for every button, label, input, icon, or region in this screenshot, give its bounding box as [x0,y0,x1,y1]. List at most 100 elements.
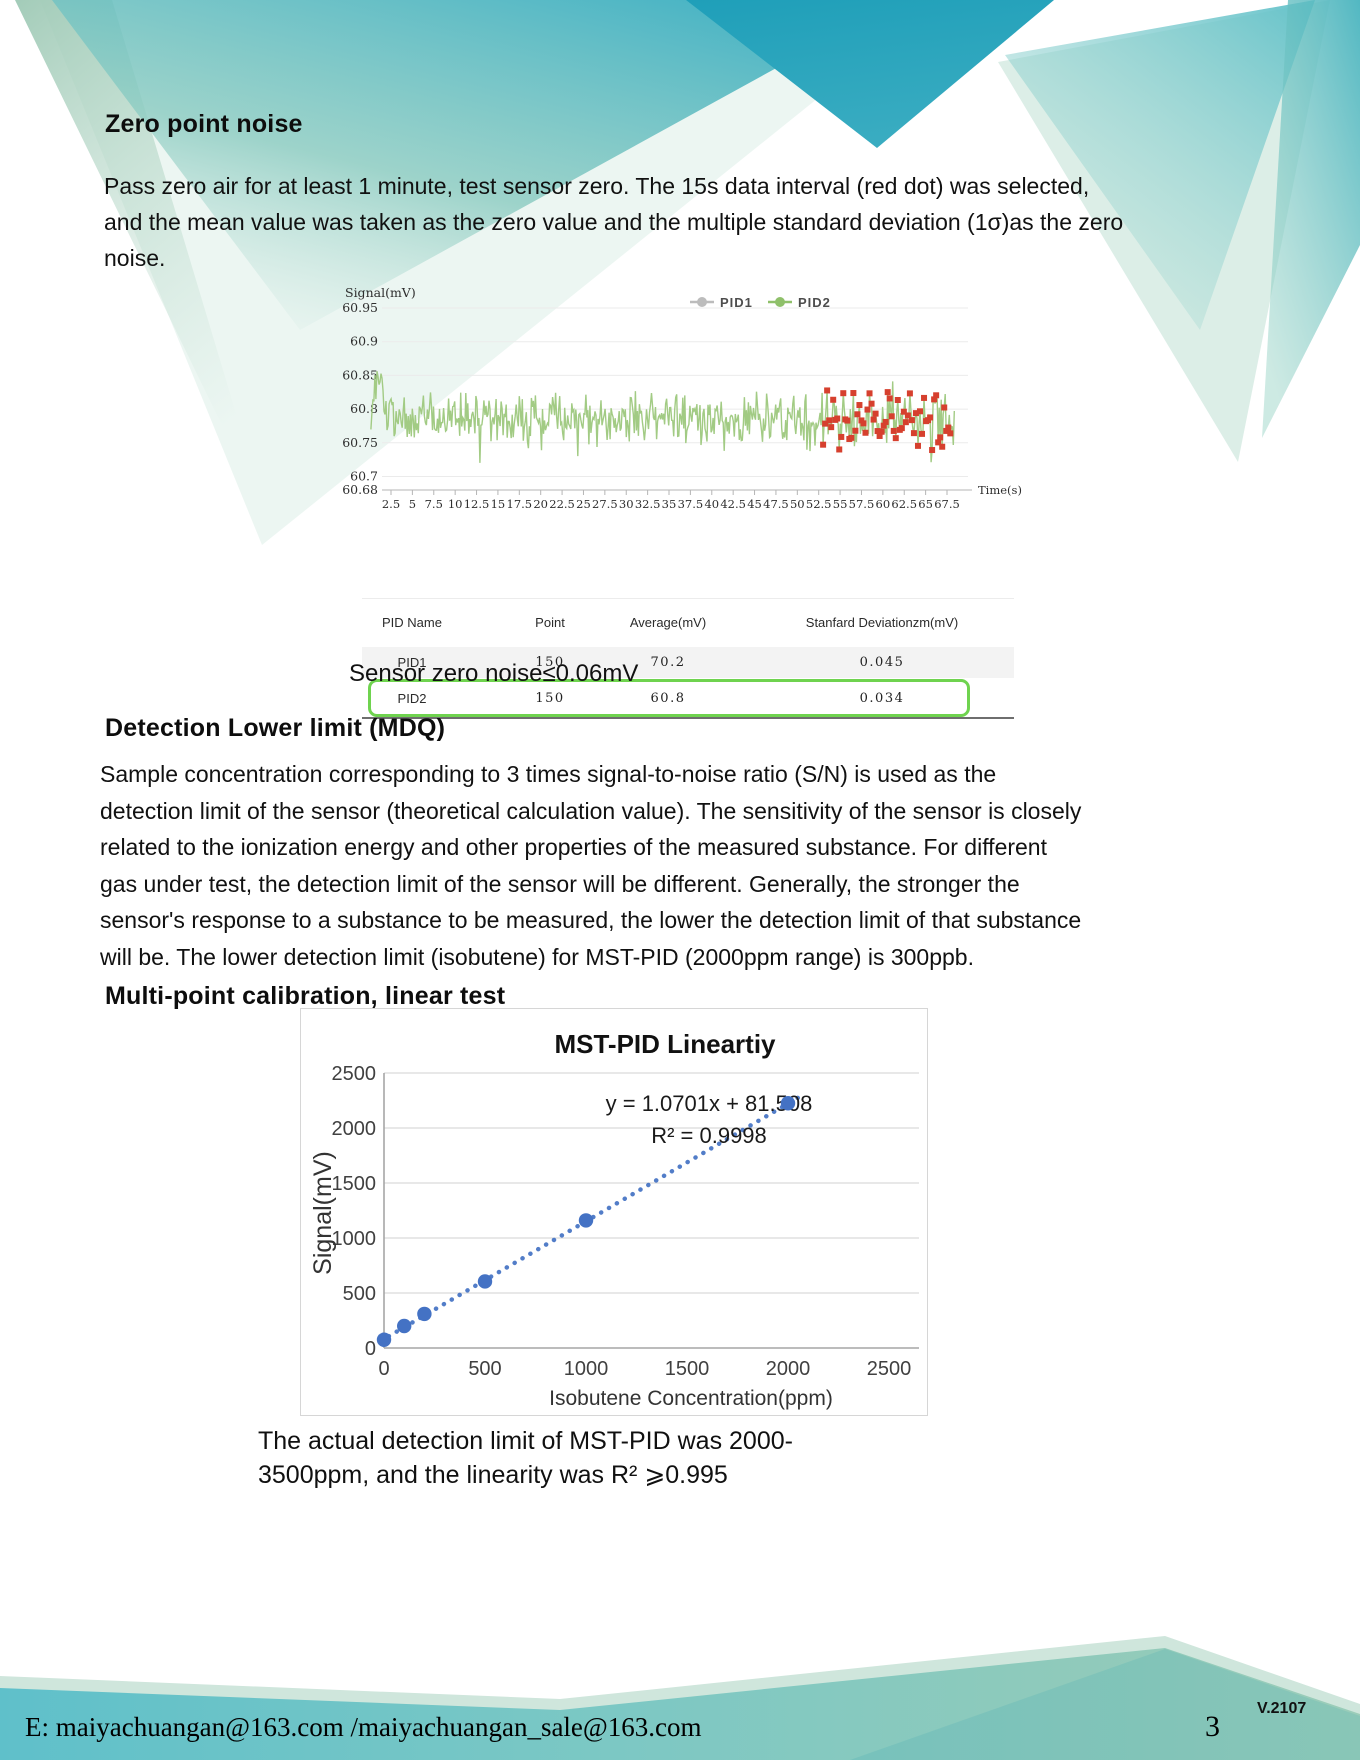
red-interval-marker [850,390,857,397]
section-heading-zero-point-noise: Zero point noise [105,110,303,138]
noise-ytick: 60.9 [350,334,378,349]
lin-ytick: 0 [365,1338,376,1360]
noise-xtick: 25 [576,497,591,511]
red-interval-marker [860,420,867,427]
noise-xtick: 7.5 [425,497,443,511]
table-cell: 70.2 [650,655,686,670]
table-header-row: PID Name Point Average(mV) Stanfard Deviati… [362,599,1014,639]
highlight-outline [368,679,970,717]
scatter-point [578,1213,594,1228]
red-interval-marker [888,413,895,420]
red-interval-marker [943,427,950,434]
red-interval-marker [862,429,869,436]
red-interval-marker [908,417,915,424]
red-interval-marker [830,396,837,403]
table-row: PID2 150 60.8 0.034 [362,679,1014,717]
footer-band-shape [0,1648,1360,1760]
red-interval-marker [927,414,934,421]
noise-xlabel: Time(s) [978,483,1022,497]
lin-ytick: 2500 [332,1063,377,1085]
red-interval-marker [872,410,879,417]
sensor-zero-noise-note: Sensor zero noise≤0.06mV [349,660,639,687]
lin-ytick: 1500 [332,1173,377,1195]
lin-xtick: 1000 [564,1358,609,1380]
noise-xtick: 67.5 [934,497,960,511]
trendline-r-squared: R² = 0.9998 [651,1123,767,1148]
red-interval-marker [884,389,891,396]
noise-xtick: 5 [409,497,416,511]
red-interval-marker [824,387,831,394]
linearity-title: MST-PID Lineartiy [554,1029,776,1059]
red-interval-marker [898,425,905,432]
lin-xtick: 1500 [665,1358,710,1380]
red-interval-marker [947,430,954,437]
red-interval-marker [882,418,889,425]
red-interval-marker [916,408,923,415]
lin-ytick: 1000 [332,1228,377,1250]
noise-xtick: 2.5 [382,497,400,511]
table-cell: PID1 [397,655,427,670]
section-heading-calibration: Multi-point calibration, linear test [105,982,506,1010]
noise-ytick: 60.8 [350,401,378,416]
red-interval-marker [906,390,913,397]
noise-xtick: 35 [662,497,677,511]
noise-xtick: 45 [747,497,762,511]
table-cell: PID2 [397,691,427,706]
red-interval-marker [868,400,875,407]
footer-email: E: maiyachuangan@163.com /maiyachuangan_… [25,1712,702,1742]
red-interval-marker [894,396,901,403]
zero-noise-chart: PID1 PID2 Signal(mV) 60.95 60.9 60.85 60.8 60.7… [338,256,1088,551]
noise-xtick: 47.5 [763,497,789,511]
noise-xtick: 60 [876,497,891,511]
red-interval-marker [937,434,944,441]
lin-xtick: 2000 [766,1358,811,1380]
mdq-paragraph: Sample concentration corresponding to 3 … [100,761,1082,970]
red-interval-marker [919,430,926,437]
scatter-point [376,1332,392,1347]
table-cell: 0.045 [859,655,905,670]
noise-xtick: 20 [533,497,548,511]
noise-xtick: 15 [491,497,506,511]
lin-xtick: 500 [468,1358,501,1380]
linearity-caption: The actual detection limit of MST-PID wa… [258,1427,793,1489]
red-interval-marker [864,406,871,413]
red-interval-marker [820,441,827,448]
noise-xtick: 52.5 [806,497,832,511]
noise-xtick: 32.5 [635,497,661,511]
red-interval-marker [856,402,863,409]
noise-ytick: 60.75 [342,435,378,450]
trendline-equation: y = 1.0701x + 81.508 [606,1091,813,1116]
red-interval-marker [921,394,928,401]
banner-edge-triangle [1262,0,1360,438]
red-interval-marker [848,434,855,441]
red-interval-marker [854,411,861,418]
red-interval-marker [870,416,877,423]
scatter-point [780,1096,796,1111]
noise-xtick: 55 [833,497,848,511]
zero-noise-chart-svg: PID1 PID2Signal(mV)60.9560.960.8560.860.7… [342,285,1022,511]
red-interval-marker [945,424,952,431]
noise-xtick: 30 [619,497,634,511]
red-interval-marker [852,427,859,434]
table-header-cell: Point [535,615,565,630]
lin-ytick: 500 [343,1283,376,1305]
red-interval-marker [929,447,936,454]
table-cell: 150 [535,691,565,706]
noise-xtick: 50 [790,497,805,511]
noise-ylabel: Signal(mV) [345,285,416,300]
linearity-chart-svg: MST-PID Lineartiy 0 500 1000 1500 2000 2500 0 50… [309,1029,919,1410]
scatter-point [397,1318,412,1334]
noise-xtick: 62.5 [891,497,917,511]
red-interval-marker [826,417,833,424]
noise-ytick: 60.85 [342,367,378,382]
red-interval-marker [834,415,841,422]
red-interval-marker [902,419,909,426]
table-cell: 0.034 [859,691,905,706]
red-interval-marker [886,395,893,402]
version-label: V.2107 [1257,1700,1307,1717]
noise-xtick: 37.5 [678,497,704,511]
legend-marker-pid1 [697,297,707,307]
red-interval-marker [828,424,835,431]
red-interval-marker [866,390,873,397]
